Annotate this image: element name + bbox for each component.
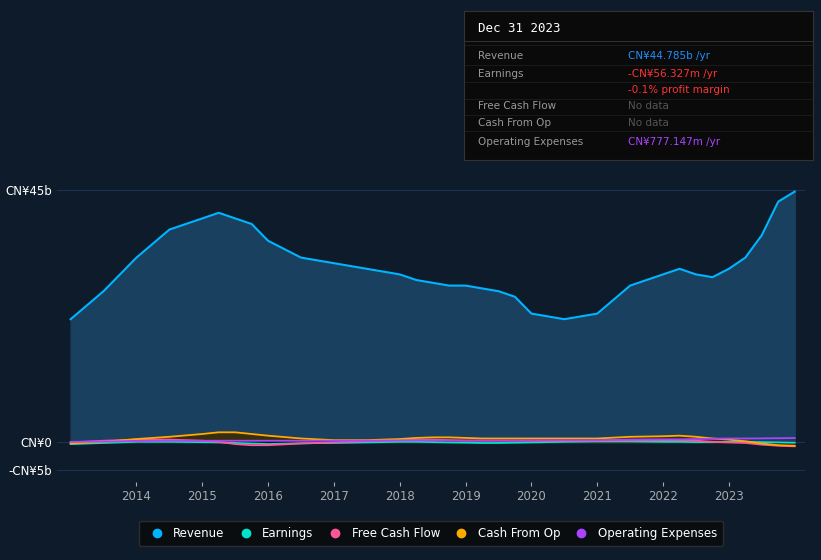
Text: -0.1% profit margin: -0.1% profit margin: [628, 85, 730, 95]
Text: -CN¥56.327m /yr: -CN¥56.327m /yr: [628, 68, 717, 78]
Text: Revenue: Revenue: [478, 51, 523, 60]
Text: Cash From Op: Cash From Op: [478, 118, 551, 128]
Text: Operating Expenses: Operating Expenses: [478, 137, 583, 147]
Text: No data: No data: [628, 101, 669, 111]
Legend: Revenue, Earnings, Free Cash Flow, Cash From Op, Operating Expenses: Revenue, Earnings, Free Cash Flow, Cash …: [139, 521, 723, 546]
Text: Free Cash Flow: Free Cash Flow: [478, 101, 556, 111]
Text: Dec 31 2023: Dec 31 2023: [478, 22, 560, 35]
Text: CN¥777.147m /yr: CN¥777.147m /yr: [628, 137, 720, 147]
Text: CN¥44.785b /yr: CN¥44.785b /yr: [628, 51, 710, 60]
Text: No data: No data: [628, 118, 669, 128]
Text: Earnings: Earnings: [478, 68, 523, 78]
